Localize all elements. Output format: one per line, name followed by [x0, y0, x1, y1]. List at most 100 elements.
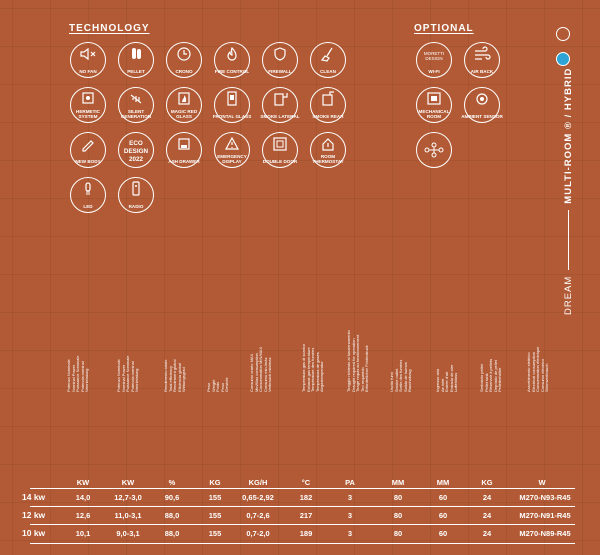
- row-power-label: 10 kw: [22, 528, 46, 538]
- table-cell: 14,0: [75, 493, 91, 502]
- radio-label: RADIO: [128, 204, 144, 209]
- ash-drawer-label: ASH DRAWER: [168, 159, 200, 164]
- table-cell: 80: [393, 511, 403, 520]
- technology-heading: TECHNOLOGY: [69, 23, 150, 34]
- eco-design-label: ECO DESIGN 2022: [123, 140, 149, 163]
- frontal-glass-icon: FRONTAL GLASS: [212, 87, 252, 123]
- mechanical-room-label: MECHANICAL ROOM: [418, 109, 450, 119]
- table-cell: 10,1: [75, 529, 91, 538]
- unit-kg: KG: [209, 478, 221, 487]
- table-cell: 155: [208, 529, 222, 538]
- table-row: 14 kw 14,0 12,7-3,0 90,6 155 0,65-2,92 182 3 80 6…: [22, 488, 575, 507]
- table-cell: 9,0-3,1: [116, 529, 140, 538]
- smoke-rear-icon: SMOKE REAR: [310, 87, 346, 123]
- eco-design-icon: ECO DESIGN 2022: [118, 132, 154, 168]
- firewall-label: FIREWALL: [268, 69, 292, 74]
- new-body-icon: NEW BODY: [70, 132, 106, 168]
- room-thermostat-icon: ROOM THERMOSTAT: [310, 132, 346, 168]
- crono-label: CRONO: [175, 69, 193, 74]
- new-body-label: NEW BODY: [75, 159, 101, 164]
- table-cell: 182: [299, 493, 313, 502]
- table-row: 10 kw 10,1 9,0-3,1 88,0 155 0,7-2,0 189 3 80 60 24…: [22, 524, 575, 543]
- frontal-glass-label: FRONTAL GLASS: [212, 114, 252, 119]
- table-cell: 60: [438, 511, 448, 520]
- air-back-icon: AIR BACK: [464, 42, 500, 78]
- unit-kgh: KG/H: [248, 478, 268, 487]
- mechanical-room-icon: MECHANICAL ROOM: [416, 87, 452, 123]
- table-cell: 217: [299, 511, 313, 520]
- clean-label: CLEAN: [320, 69, 336, 74]
- table-cell: 3: [347, 529, 353, 538]
- table-cell: 189: [299, 529, 313, 538]
- led-icon: LED: [70, 177, 106, 213]
- room-thermostat-label: ROOM THERMOSTAT: [312, 154, 344, 164]
- unit-kg-2: KG: [481, 478, 493, 487]
- table-cell: 0,65-2,92: [242, 493, 274, 502]
- ambient-sensor-icon: AMBIENT SENSOR: [461, 87, 503, 123]
- magic-red-glass-icon: MAGIC RED GLASS: [166, 87, 202, 123]
- table-cell: 3: [347, 511, 353, 520]
- side-title-divider: [567, 209, 569, 270]
- radio-icon: RADIO: [118, 177, 154, 213]
- optional-heading: OPTIONAL: [414, 23, 474, 34]
- unit-w: W: [538, 478, 546, 487]
- table-cell: M270-N91-R45: [519, 511, 571, 520]
- table-cell: 24: [482, 493, 492, 502]
- double-door-icon: DOUBLE DOOR: [262, 132, 298, 168]
- firewall-icon: FIREWALL: [262, 42, 298, 78]
- silent-generation-label: SILENT GENERATION: [120, 109, 152, 119]
- table-cell: 12,6: [75, 511, 91, 520]
- table-cell: 88,0: [164, 529, 180, 538]
- magic-red-glass-label: MAGIC RED GLASS: [170, 109, 198, 119]
- ash-drawer-icon: ASH DRAWER: [166, 132, 202, 168]
- ambient-sensor-label: AMBIENT SENSOR: [461, 114, 503, 119]
- unit-percent: %: [168, 478, 176, 487]
- table-row: 12 kw 12,6 11,0-3,1 88,0 155 0,7-2,6 217 3 80 60 2…: [22, 506, 575, 525]
- table-cell: 88,0: [164, 511, 180, 520]
- table-cell: 80: [393, 529, 403, 538]
- double-door-label: DOUBLE DOOR: [262, 159, 298, 164]
- pellet-icon: PELLET: [118, 42, 154, 78]
- smoke-lateral-icon: SMOKE LATERAL: [260, 87, 300, 123]
- row-power-label: 14 kw: [22, 492, 46, 502]
- table-cell: 60: [438, 529, 448, 538]
- silent-generation-icon: SILENT GENERATION: [118, 87, 154, 123]
- table-cell: 90,6: [164, 493, 180, 502]
- table-cell: 155: [208, 511, 222, 520]
- unit-temp: °C: [301, 478, 311, 487]
- hybrid-logo-icon: [556, 52, 570, 66]
- table-cell: 24: [482, 511, 492, 520]
- crono-icon: CRONO: [166, 42, 202, 78]
- side-title-right: MULTI-ROOM ® / HYBRID: [563, 67, 574, 204]
- unit-kw-2: KW: [121, 478, 135, 487]
- fire-control-icon: FIRE CONTROL: [214, 42, 250, 78]
- recycle-logo-icon: [556, 27, 570, 41]
- moretti-design-brand: MORETTI DESIGN: [423, 51, 445, 61]
- wi-fi-icon: MORETTI DESIGN WI-FI: [416, 42, 452, 78]
- table-cell: 0,7-2,6: [246, 511, 270, 520]
- emergency-display-label: EMERGENCY DISPLAY: [217, 154, 247, 164]
- unit-mm-2: MM: [436, 478, 450, 487]
- smoke-lateral-label: SMOKE LATERAL: [260, 114, 300, 119]
- led-label: LED: [83, 204, 93, 209]
- row-power-label: 12 kw: [22, 510, 46, 520]
- table-cell: 12,7-3,0: [114, 493, 142, 502]
- table-cell: M270-N93-R45: [519, 493, 571, 502]
- table-cell: M270-N89-R45: [519, 529, 571, 538]
- unit-kw: KW: [76, 478, 90, 487]
- fire-control-label: FIRE CONTROL: [214, 69, 250, 74]
- table-cell: 80: [393, 493, 403, 502]
- table-cell: 60: [438, 493, 448, 502]
- no-fan-icon: NO FAN: [70, 42, 106, 78]
- air-back-label: AIR BACK: [470, 69, 494, 74]
- hermetic-system-label: HERMETIC SYSTEM: [76, 109, 100, 119]
- side-title-left: DREAM: [563, 275, 574, 315]
- table-cell: 155: [208, 493, 222, 502]
- table-cell: 24: [482, 529, 492, 538]
- emergency-display-icon: EMERGENCY DISPLAY: [214, 132, 250, 168]
- unit-mm: MM: [391, 478, 405, 487]
- no-fan-label: NO FAN: [79, 69, 97, 74]
- pellet-label: PELLET: [127, 69, 145, 74]
- table-cell: 11,0-3,1: [114, 511, 142, 520]
